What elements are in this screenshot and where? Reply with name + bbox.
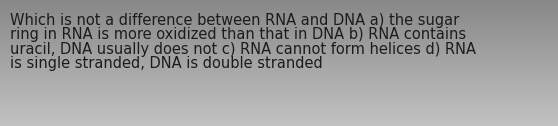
Text: is single stranded, DNA is double stranded: is single stranded, DNA is double strand… — [10, 56, 323, 71]
Text: Which is not a difference between RNA and DNA a) the sugar: Which is not a difference between RNA an… — [10, 13, 459, 28]
Text: ring in RNA is more oxidized than that in DNA b) RNA contains: ring in RNA is more oxidized than that i… — [10, 27, 466, 42]
Text: uracil, DNA usually does not c) RNA cannot form helices d) RNA: uracil, DNA usually does not c) RNA cann… — [10, 42, 476, 57]
